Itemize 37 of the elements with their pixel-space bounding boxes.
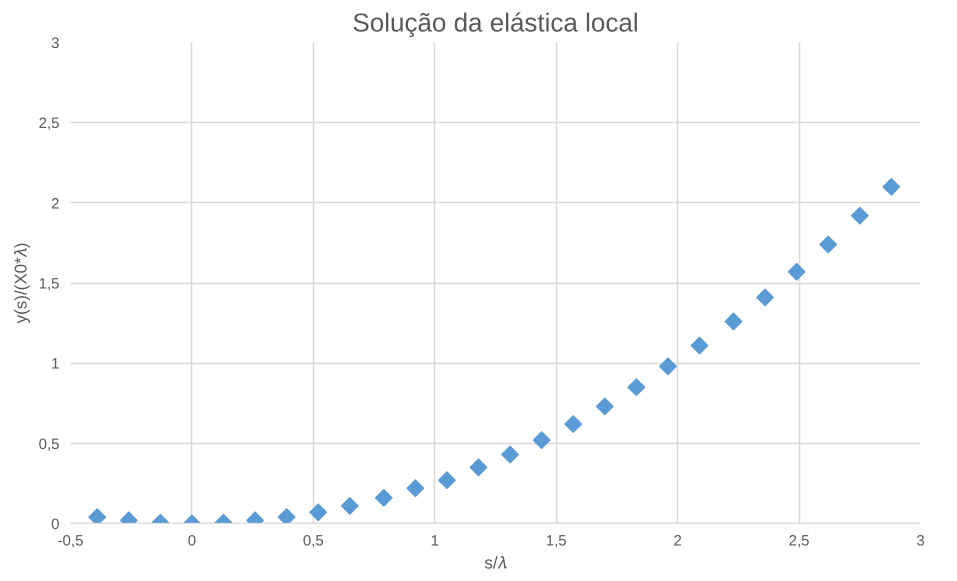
- x-tick-label: 1,5: [546, 532, 567, 550]
- point: [819, 236, 838, 254]
- y-tick-label: 0: [51, 516, 60, 533]
- y-axis-title: y(s)/(X0*𝜆): [12, 242, 31, 324]
- point: [690, 336, 708, 355]
- x-tick-label: 0: [188, 532, 196, 550]
- y-tick-label: 1: [51, 356, 60, 373]
- point: [658, 357, 677, 376]
- x-tick-label: 3: [916, 532, 925, 550]
- point: [756, 288, 774, 306]
- point: [596, 397, 614, 416]
- point: [532, 431, 551, 450]
- point: [850, 206, 869, 225]
- x-tick-label: 2,5: [788, 532, 810, 550]
- point: [470, 458, 488, 476]
- x-tick-label: 2: [673, 532, 682, 550]
- x-tick-label: -0,5: [58, 532, 84, 550]
- point: [309, 503, 328, 522]
- point: [501, 446, 520, 464]
- x-axis-title: s/𝜆: [484, 554, 508, 572]
- y-tick-label: 0,5: [38, 436, 60, 453]
- y-tick-label: 2: [51, 195, 60, 212]
- point: [374, 488, 393, 507]
- point: [788, 262, 806, 281]
- y-tick-label: 3: [51, 35, 60, 52]
- point: [438, 471, 456, 490]
- x-tick-label: 0,5: [302, 532, 324, 550]
- chart-title: Solução da elástica local: [352, 8, 639, 38]
- x-tick-label: 1: [430, 532, 439, 550]
- y-tick-label: 1,5: [38, 276, 60, 292]
- point: [340, 496, 359, 515]
- y-tick-label: 2,5: [38, 115, 60, 132]
- point: [724, 312, 742, 330]
- point: [564, 415, 582, 434]
- point: [406, 479, 424, 498]
- point: [882, 178, 900, 196]
- point: [627, 378, 646, 396]
